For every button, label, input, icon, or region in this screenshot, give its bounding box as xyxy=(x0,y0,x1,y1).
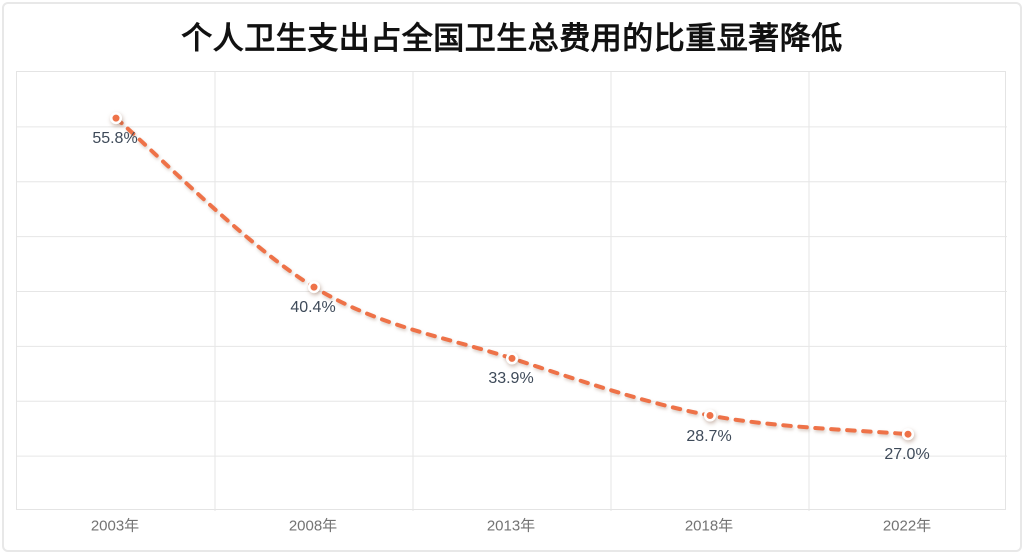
x-axis-label: 2003年 xyxy=(90,517,140,535)
data-point-marker xyxy=(505,352,519,365)
x-axis-label: 2013年 xyxy=(486,517,536,535)
x-axis-label: 2018年 xyxy=(684,517,734,535)
x-axis-label: 2008年 xyxy=(288,517,338,535)
data-label: 28.7% xyxy=(686,427,732,445)
line-chart-canvas xyxy=(17,72,1007,511)
data-label: 33.9% xyxy=(488,370,534,388)
plot-area xyxy=(16,71,1007,511)
data-point-marker xyxy=(307,281,321,294)
data-label: 55.8% xyxy=(92,130,138,148)
data-point-marker xyxy=(901,428,915,441)
data-label: 40.4% xyxy=(290,299,336,317)
chart-title: 个人卫生支出占全国卫生总费用的比重显著降低 xyxy=(181,21,843,56)
data-point-marker xyxy=(109,111,123,125)
data-label: 27.0% xyxy=(884,446,930,464)
x-axis-label: 2022年 xyxy=(882,517,932,535)
data-point-marker xyxy=(703,409,717,422)
